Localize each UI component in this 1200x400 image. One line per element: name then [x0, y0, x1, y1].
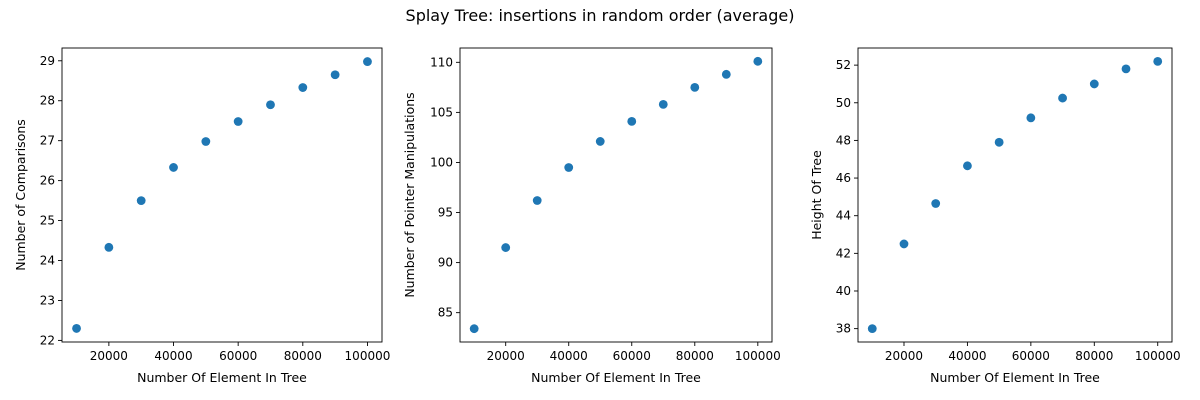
y-tick-label: 24	[40, 254, 55, 268]
y-tick-label: 50	[836, 96, 851, 110]
data-point	[330, 70, 340, 80]
data-point	[721, 69, 731, 79]
x-tick-label: 40000	[154, 349, 192, 363]
x-tick-label: 20000	[885, 349, 923, 363]
y-tick-label: 44	[836, 209, 851, 223]
y-axis-label: Number of Pointer Manipulations	[402, 92, 417, 297]
subplot-1: 20000 40000 60000 80000 100000 22 23 24 25 26 27 28…	[13, 47, 391, 385]
data-point	[201, 137, 211, 146]
x-tick-label: 60000	[613, 349, 651, 363]
data-point	[753, 56, 763, 66]
y-tick-label: 46	[836, 171, 851, 185]
y-axis-label: Height Of Tree	[809, 150, 824, 240]
data-point	[104, 242, 114, 252]
data-point	[266, 100, 275, 110]
data-point	[994, 137, 1004, 147]
data-point	[899, 239, 909, 249]
x-tick-label: 20000	[90, 349, 128, 363]
data-point	[532, 196, 542, 205]
axes-frame	[857, 47, 1173, 343]
x-tick-label: 40000	[948, 349, 986, 363]
subplot-3: 20000 40000 60000 80000 100000 38 40 42 44 46 48 50…	[809, 47, 1181, 385]
data-point	[690, 82, 700, 92]
y-tick-label: 25	[40, 214, 55, 228]
y-tick-label: 48	[836, 133, 851, 147]
x-tick-label: 100000	[1135, 349, 1181, 363]
y-tick-label: 40	[836, 284, 851, 298]
data-point	[564, 163, 574, 172]
data-point	[1121, 64, 1131, 74]
data-point	[963, 161, 972, 171]
data-point	[867, 324, 877, 334]
y-tick-label: 26	[40, 174, 55, 188]
x-tick-label: 80000	[284, 349, 322, 363]
data-point	[627, 116, 637, 126]
x-tick-label: 60000	[219, 349, 257, 363]
data-point	[169, 163, 178, 172]
y-tick-label: 110	[430, 55, 453, 69]
y-tick-label: 42	[836, 246, 851, 260]
data-point	[501, 243, 511, 252]
y-tick-label: 100	[430, 155, 453, 169]
x-tick-label: 100000	[345, 349, 391, 363]
axes-frame	[61, 47, 383, 343]
x-axis-label: Number Of Element In Tree	[531, 370, 701, 385]
x-tick-label: 80000	[1075, 349, 1113, 363]
axes-frame	[459, 47, 773, 343]
x-tick-label: 40000	[550, 349, 588, 363]
data-point	[658, 99, 668, 109]
y-tick-label: 90	[438, 256, 453, 270]
data-point	[1153, 56, 1163, 66]
data-point	[469, 324, 479, 334]
subplot-2: 20000 40000 60000 80000 100000 85 90 95 100 105 11…	[402, 47, 781, 385]
data-point	[1058, 93, 1067, 103]
y-tick-label: 23	[40, 293, 55, 307]
y-tick-label: 29	[40, 54, 55, 68]
y-tick-label: 95	[438, 206, 453, 220]
y-tick-label: 28	[40, 94, 55, 108]
data-point	[1026, 113, 1036, 123]
x-tick-label: 60000	[1012, 349, 1050, 363]
data-point	[363, 57, 372, 66]
x-tick-label: 80000	[676, 349, 714, 363]
y-tick-label: 27	[40, 134, 55, 148]
y-tick-label: 52	[836, 58, 851, 72]
data-point	[298, 83, 308, 92]
y-tick-label: 38	[836, 322, 851, 336]
data-point	[595, 137, 605, 146]
y-tick-label: 105	[430, 105, 453, 119]
x-axis-label: Number Of Element In Tree	[137, 370, 307, 385]
data-point	[136, 196, 146, 205]
data-point	[931, 199, 941, 208]
x-tick-label: 20000	[487, 349, 525, 363]
figure-title: Splay Tree: insertions in random order (…	[405, 6, 795, 25]
y-tick-label: 85	[438, 306, 453, 320]
data-point	[72, 324, 81, 333]
y-tick-label: 22	[40, 333, 55, 347]
y-axis-label: Number of Comparisons	[13, 119, 28, 271]
data-point	[1089, 79, 1099, 89]
data-point	[233, 117, 243, 126]
x-tick-label: 100000	[735, 349, 781, 363]
x-axis-label: Number Of Element In Tree	[930, 370, 1100, 385]
